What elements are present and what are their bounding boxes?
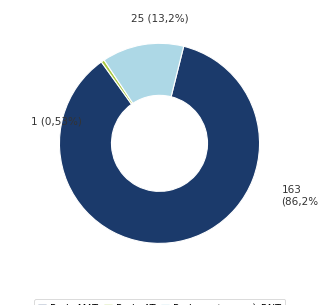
Text: 1 (0,53%): 1 (0,53%)	[32, 116, 82, 126]
Legend: Rede MAT, Rede AT, Redes externas à RNT: Rede MAT, Rede AT, Redes externas à RNT	[33, 299, 286, 305]
Wedge shape	[104, 43, 184, 103]
Text: 25 (13,2%): 25 (13,2%)	[131, 13, 188, 23]
Text: 163
(86,2%): 163 (86,2%)	[282, 185, 319, 206]
Wedge shape	[101, 60, 133, 104]
Wedge shape	[59, 46, 260, 243]
